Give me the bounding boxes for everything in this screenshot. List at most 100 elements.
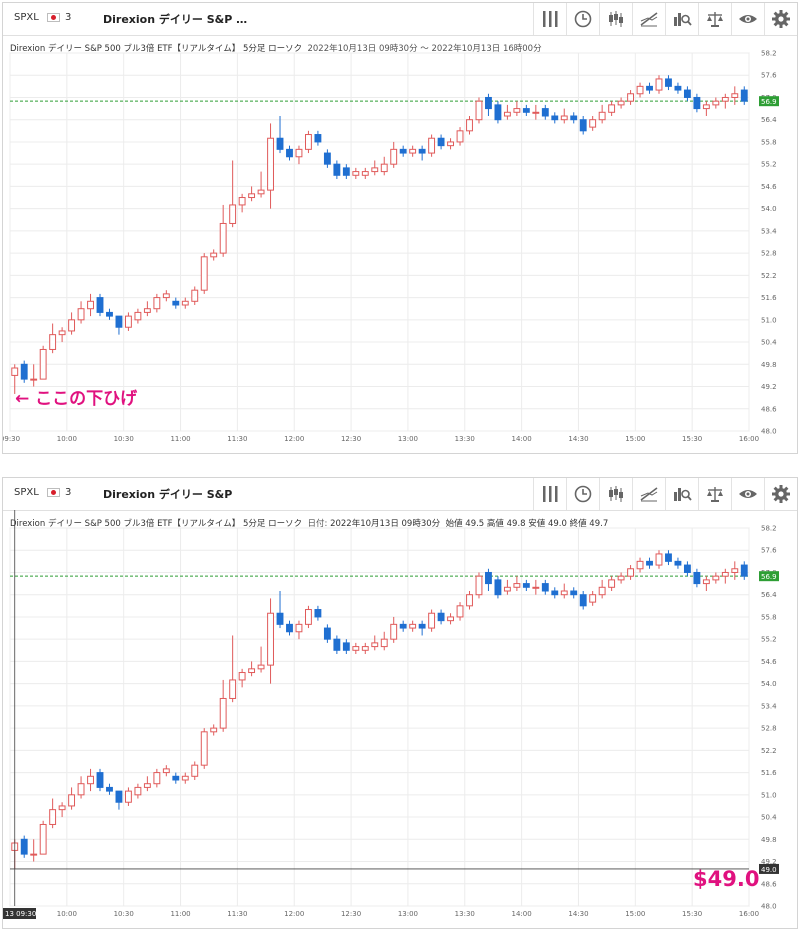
candle[interactable]	[665, 550, 672, 566]
candle[interactable]	[494, 576, 502, 599]
clock-icon[interactable]	[566, 3, 598, 35]
candle[interactable]	[162, 290, 170, 302]
candle[interactable]	[352, 167, 360, 179]
candle[interactable]	[731, 86, 739, 105]
candle[interactable]	[229, 160, 237, 228]
candle[interactable]	[333, 635, 341, 654]
candle[interactable]	[115, 790, 123, 810]
candle[interactable]	[181, 297, 189, 309]
search-chart-icon[interactable]	[665, 3, 697, 35]
candle[interactable]	[295, 145, 303, 165]
candle[interactable]	[162, 765, 170, 777]
candle[interactable]	[181, 772, 189, 784]
candle[interactable]	[721, 93, 729, 109]
candles-icon[interactable]	[599, 478, 631, 510]
eye-icon[interactable]	[731, 3, 763, 35]
candle[interactable]	[646, 557, 653, 569]
candle[interactable]	[380, 631, 388, 651]
candle[interactable]	[305, 130, 312, 154]
candlestick-chart[interactable]: 58.257.657.056.455.855.254.654.053.452.8…	[3, 478, 799, 930]
candle[interactable]	[674, 557, 682, 569]
candle[interactable]	[589, 591, 597, 606]
candle[interactable]	[503, 104, 511, 120]
candle[interactable]	[314, 605, 322, 621]
candle[interactable]	[49, 323, 57, 354]
candle[interactable]	[598, 104, 606, 124]
candle[interactable]	[200, 728, 208, 769]
candle[interactable]	[608, 576, 616, 591]
candle[interactable]	[380, 156, 388, 176]
candle[interactable]	[267, 598, 274, 684]
trend-icon[interactable]	[632, 3, 664, 35]
search-chart-icon[interactable]	[665, 478, 697, 510]
candle[interactable]	[617, 97, 625, 109]
security-name[interactable]: Direxion デイリー S&P …	[103, 13, 248, 26]
candle[interactable]	[323, 624, 331, 643]
candle[interactable]	[361, 167, 369, 179]
candle[interactable]	[238, 193, 246, 213]
candle[interactable]	[560, 583, 568, 599]
candle[interactable]	[503, 579, 511, 595]
candle[interactable]	[513, 101, 521, 116]
candle[interactable]	[551, 587, 559, 599]
candle[interactable]	[58, 802, 66, 818]
candle[interactable]	[390, 141, 398, 168]
candle[interactable]	[712, 572, 720, 584]
candle[interactable]	[257, 171, 265, 198]
candle[interactable]	[172, 297, 180, 309]
candle[interactable]	[608, 101, 616, 116]
candle[interactable]	[636, 557, 644, 573]
candle[interactable]	[731, 561, 739, 580]
candle[interactable]	[475, 572, 483, 599]
candle[interactable]	[721, 568, 729, 584]
candle[interactable]	[58, 327, 66, 343]
candle[interactable]	[428, 134, 436, 157]
gear-icon[interactable]	[764, 3, 796, 35]
candle[interactable]	[342, 164, 350, 179]
candle[interactable]	[96, 293, 104, 317]
candle[interactable]	[248, 661, 256, 677]
candle[interactable]	[693, 93, 701, 113]
candle[interactable]	[627, 90, 635, 105]
candle[interactable]	[134, 308, 142, 324]
candle[interactable]	[371, 635, 379, 651]
candle[interactable]	[333, 160, 341, 179]
candle[interactable]	[39, 345, 47, 380]
candle[interactable]	[598, 579, 606, 599]
candle[interactable]	[106, 308, 113, 320]
candle[interactable]	[286, 620, 293, 636]
candle[interactable]	[200, 253, 208, 294]
candle[interactable]	[541, 104, 549, 120]
candle[interactable]	[371, 160, 379, 176]
candle[interactable]	[68, 312, 76, 335]
candle[interactable]	[115, 315, 123, 335]
candle[interactable]	[655, 75, 663, 94]
candle[interactable]	[456, 602, 464, 621]
candle[interactable]	[693, 568, 701, 588]
candle[interactable]	[323, 149, 331, 168]
candle[interactable]	[522, 104, 530, 116]
candle[interactable]	[702, 101, 710, 116]
candle[interactable]	[418, 620, 426, 636]
candle[interactable]	[683, 86, 691, 102]
candle[interactable]	[655, 550, 663, 569]
candle[interactable]	[191, 286, 199, 305]
candle[interactable]	[456, 127, 464, 146]
candle[interactable]	[541, 579, 549, 595]
candle[interactable]	[551, 112, 559, 124]
balance-icon[interactable]	[698, 3, 730, 35]
candle[interactable]	[314, 130, 322, 146]
candle[interactable]	[570, 112, 578, 124]
candle[interactable]	[124, 312, 132, 331]
bars-icon[interactable]	[533, 478, 565, 510]
candle[interactable]	[68, 787, 76, 810]
candle[interactable]	[447, 613, 454, 625]
candle[interactable]	[579, 591, 587, 610]
candle[interactable]	[560, 108, 568, 124]
candle[interactable]	[219, 204, 227, 257]
candle[interactable]	[39, 820, 47, 855]
candle[interactable]	[409, 145, 417, 157]
gear-icon[interactable]	[764, 478, 796, 510]
candle[interactable]	[617, 572, 625, 584]
candle[interactable]	[399, 145, 407, 157]
